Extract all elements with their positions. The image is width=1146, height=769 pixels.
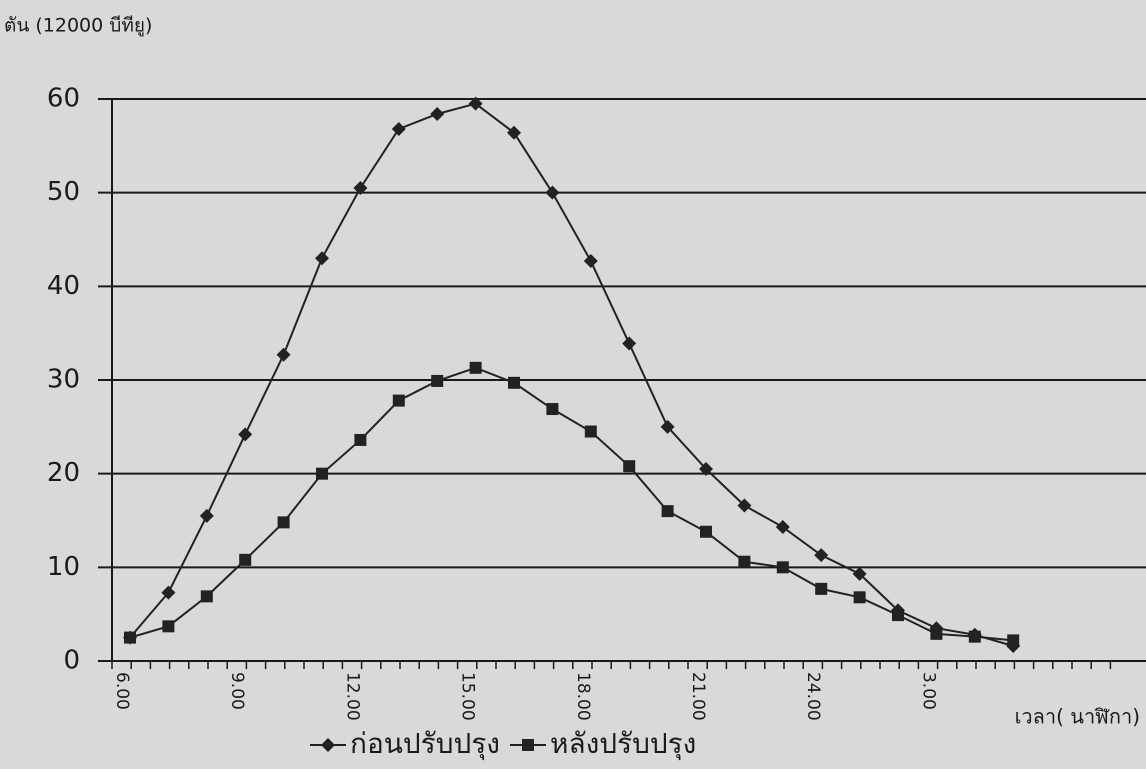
- y-tick-label: 0: [63, 646, 80, 676]
- diamond-marker: [430, 106, 445, 121]
- x-tick-label: 21.00: [688, 672, 708, 721]
- square-marker: [700, 525, 712, 538]
- square-marker: [162, 620, 175, 633]
- legend-label: หลังปรับปรุง: [550, 727, 696, 761]
- diamond-marker: [622, 336, 637, 351]
- square-marker: [392, 394, 405, 407]
- square-marker: [584, 425, 597, 438]
- y-tick-label: 50: [47, 177, 80, 207]
- square-marker: [521, 739, 534, 751]
- diamond-marker: [276, 347, 291, 362]
- square-marker: [508, 376, 520, 389]
- diamond-marker: [814, 548, 829, 563]
- square-marker: [1007, 634, 1020, 647]
- diamond-marker: [699, 461, 713, 476]
- legend-label: ก่อนปรับปรุง: [350, 727, 500, 761]
- square-marker: [853, 591, 866, 604]
- diamond-marker: [199, 508, 214, 523]
- series-line: [129, 366, 1014, 642]
- diamond-marker: [238, 427, 253, 442]
- square-marker: [738, 555, 751, 568]
- square-marker: [277, 516, 290, 529]
- diamond-marker: [321, 738, 335, 752]
- y-tick-label: 10: [47, 552, 80, 582]
- diamond-marker: [660, 419, 675, 434]
- square-marker: [661, 505, 674, 518]
- square-marker: [354, 433, 367, 446]
- square-marker: [546, 403, 559, 416]
- diamond-marker: [737, 498, 752, 513]
- diamond-marker: [545, 185, 560, 200]
- square-marker: [892, 609, 904, 622]
- x-tick-label: 12.00: [342, 672, 362, 721]
- square-marker: [124, 631, 136, 644]
- diamond-marker: [161, 585, 176, 600]
- x-axis-label: เวลา( นาฬิกา): [1015, 705, 1140, 729]
- diamond-marker: [315, 251, 329, 266]
- square-marker: [316, 467, 328, 480]
- x-tick-label: 15.00: [458, 672, 478, 721]
- square-marker: [200, 590, 213, 603]
- y-tick-label: 60: [47, 84, 80, 114]
- diamond-marker: [852, 566, 867, 581]
- square-marker: [776, 561, 789, 574]
- x-tick-label: 3.00: [918, 672, 938, 710]
- x-tick-label: 6.00: [112, 672, 132, 710]
- square-marker: [469, 361, 482, 374]
- y-tick-label: 30: [47, 365, 80, 395]
- y-axis-label: ตัน (12000 บีทียู): [4, 15, 152, 37]
- square-marker: [815, 582, 828, 595]
- square-marker: [431, 374, 444, 387]
- diamond-marker: [583, 254, 598, 269]
- square-marker: [968, 630, 981, 643]
- x-tick-label: 9.00: [227, 672, 247, 710]
- diamond-marker: [353, 180, 368, 195]
- diamond-marker: [775, 520, 790, 535]
- square-marker: [930, 627, 943, 640]
- x-tick-label: 24.00: [803, 672, 823, 721]
- square-marker: [623, 460, 636, 473]
- x-tick-label: 18.00: [573, 672, 593, 721]
- series-line: [129, 102, 1014, 647]
- diamond-marker: [391, 121, 406, 136]
- diamond-marker: [468, 96, 483, 111]
- square-marker: [239, 553, 252, 566]
- diamond-marker: [507, 125, 521, 140]
- y-tick-label: 40: [47, 271, 80, 301]
- y-tick-label: 20: [47, 458, 80, 488]
